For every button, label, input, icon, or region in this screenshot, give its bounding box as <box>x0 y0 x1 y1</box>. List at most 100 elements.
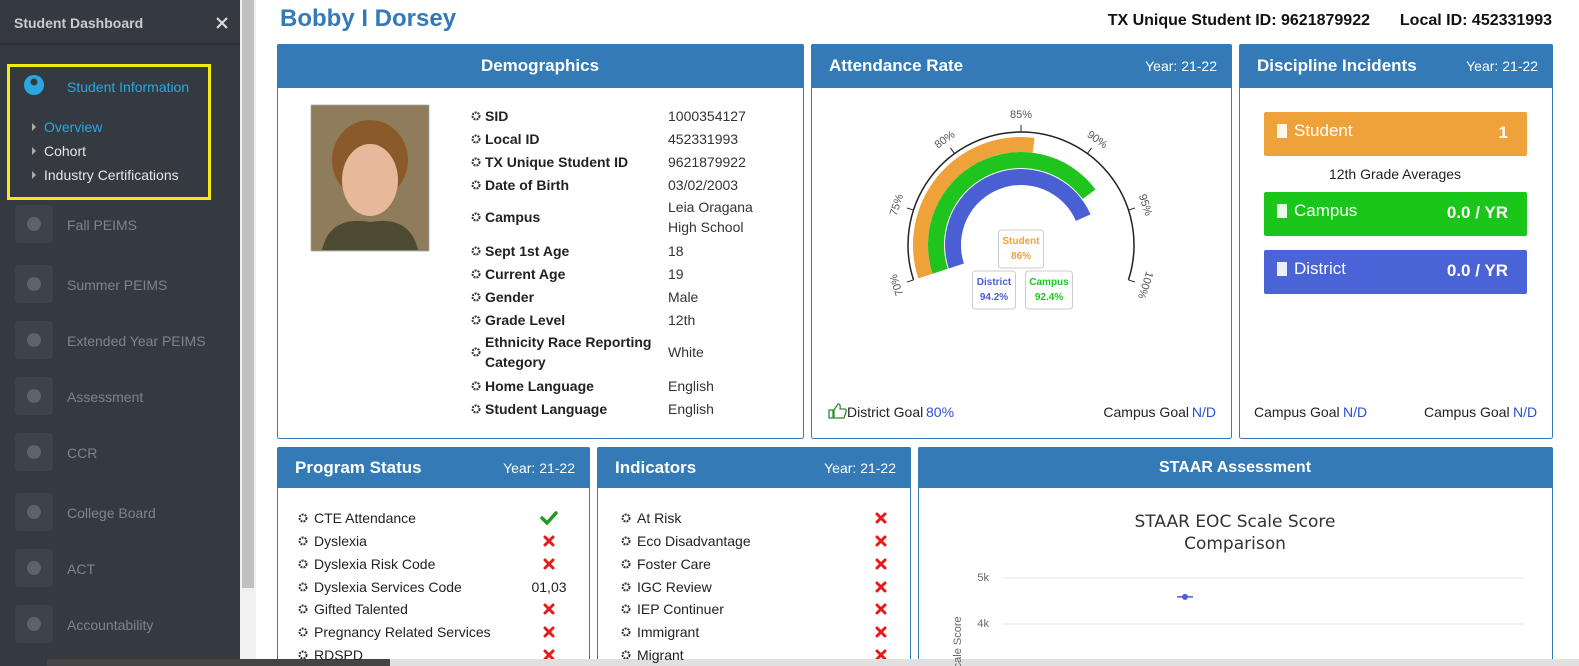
demographic-label: TX Unique Student ID <box>485 154 629 170</box>
menu-glyph <box>27 333 41 347</box>
row-icon <box>298 627 308 637</box>
discipline-icon <box>1277 204 1287 218</box>
row-icon <box>621 650 631 660</box>
row-icon <box>298 559 308 569</box>
panel-header <box>1239 44 1553 88</box>
menu-item[interactable]: College Board <box>67 505 156 521</box>
status-label: RDSPD <box>314 647 364 663</box>
goal-label: Campus Goal <box>1254 404 1340 420</box>
row-icon <box>471 347 481 357</box>
status-label: IGC Review <box>637 579 712 595</box>
row-icon <box>298 650 308 660</box>
discipline-label: Student <box>1294 121 1353 140</box>
menu-glyph <box>27 617 41 631</box>
row-icon <box>621 559 631 569</box>
discipline-box <box>1264 250 1527 294</box>
row-icon <box>298 604 308 614</box>
menu-item[interactable]: Summer PEIMS <box>67 277 168 293</box>
gauge-arc <box>912 136 1035 279</box>
goal-value: 80% <box>926 404 955 420</box>
menu-item[interactable]: ACT <box>67 561 95 577</box>
demographic-value: Male <box>668 289 699 305</box>
discipline-value: 0.0 / YR <box>1446 261 1508 280</box>
row-icon <box>471 111 481 121</box>
discipline-value: 1 <box>1498 123 1508 142</box>
status-label: Eco Disadvantage <box>637 533 751 549</box>
menu-item[interactable]: Fall PEIMS <box>67 217 138 233</box>
status-cross <box>875 603 887 615</box>
y-axis-label: Scale Score <box>952 616 964 666</box>
status-label: Immigrant <box>637 624 700 640</box>
status-cross <box>875 535 887 547</box>
gauge-label-box <box>972 270 1016 310</box>
scrollbar-thumb[interactable] <box>242 0 254 588</box>
status-label: Migrant <box>637 647 684 663</box>
bottom-scrollbar-thumb[interactable] <box>47 659 390 666</box>
student-name: Bobby I Dorsey <box>280 5 457 32</box>
gauge-tick-label: 85% <box>1009 109 1033 121</box>
gauge-tick <box>1128 279 1136 283</box>
close-icon[interactable] <box>216 17 228 29</box>
row-icon <box>471 315 481 325</box>
menu-item[interactable]: Extended Year PEIMS <box>67 333 206 349</box>
demographic-value: Leia Oragana High School <box>668 199 753 235</box>
panel-title: Demographics <box>480 56 600 75</box>
highlight-box <box>7 64 211 200</box>
gauge-label-box <box>1025 270 1073 310</box>
demographic-value: 03/02/2003 <box>668 177 739 193</box>
menu-glyph <box>27 561 41 575</box>
demographic-label: Grade Level <box>485 312 566 328</box>
demographic-value: 18 <box>668 243 684 259</box>
submenu-arrow <box>32 123 36 131</box>
menu-item[interactable]: Accountability <box>67 617 154 633</box>
panel-title: Discipline Incidents <box>1257 56 1417 75</box>
data-point <box>1182 593 1188 600</box>
y-tick-label: 4k <box>977 618 989 630</box>
demographic-value: 1000354127 <box>668 108 746 124</box>
gauge-tick <box>950 147 955 154</box>
row-icon <box>471 269 481 279</box>
demographic-label: Date of Birth <box>485 177 569 193</box>
submenu-arrow <box>32 171 36 179</box>
demographic-label: Campus <box>485 209 541 225</box>
chart-title: STAAR EOC Scale Score Comparison <box>1134 512 1336 554</box>
row-icon <box>298 582 308 592</box>
tx-id: TX Unique Student ID: 9621879922 <box>1107 12 1370 29</box>
submenu-item[interactable]: Industry Certifications <box>44 167 179 183</box>
demographic-value: 9621879922 <box>668 154 746 170</box>
demographic-label: Home Language <box>485 378 594 394</box>
gauge-value-label: 94.2% <box>979 292 1009 303</box>
menu-glyph <box>27 277 41 291</box>
submenu-item[interactable]: Cohort <box>44 143 87 159</box>
status-cross <box>875 649 887 661</box>
row-icon <box>471 212 481 222</box>
gauge-scale <box>907 131 1135 281</box>
status-cross <box>875 581 887 593</box>
menu-item[interactable]: CCR <box>67 445 98 461</box>
row-icon <box>621 582 631 592</box>
y-tick-label: 5k <box>977 572 989 584</box>
goal-value: N/D <box>1513 404 1538 420</box>
panel-year: Year: 21-22 <box>1145 58 1217 74</box>
discipline-icon <box>1277 124 1287 138</box>
discipline-box <box>1264 192 1527 236</box>
bottom-scrollbar[interactable] <box>47 659 1579 666</box>
panel-year: Year: 21-22 <box>1466 58 1538 74</box>
row-icon <box>471 134 481 144</box>
local-id: Local ID: 452331993 <box>1399 12 1552 29</box>
status-cross <box>875 512 887 524</box>
menu-glyph <box>27 389 41 403</box>
row-icon <box>471 292 481 302</box>
demographic-label: Student Language <box>485 401 608 417</box>
discipline-label: Campus <box>1294 201 1358 220</box>
submenu-item[interactable]: Overview <box>44 119 103 135</box>
row-icon <box>471 404 481 414</box>
demographic-value: White <box>668 344 704 360</box>
menu-item[interactable]: Student Information <box>67 79 190 95</box>
gauge-legend-label: Student <box>1002 236 1040 247</box>
panel-header <box>811 44 1232 88</box>
row-icon <box>298 513 308 523</box>
menu-item[interactable]: Assessment <box>67 389 144 405</box>
status-cross <box>543 558 555 570</box>
